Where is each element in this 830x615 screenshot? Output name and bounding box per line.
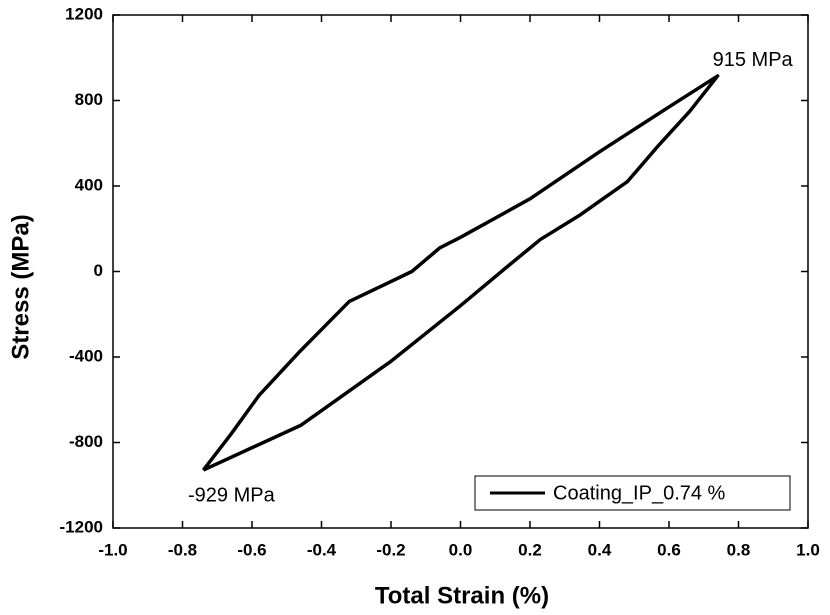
y-tick-label: 400 [75,175,103,194]
legend-label: Coating_IP_0.74 % [553,482,726,504]
y-tick-label: 1200 [65,4,103,23]
y-tick-label: 0 [94,261,103,280]
x-tick-label: 0.6 [657,540,681,559]
x-axis-label: Total Strain (%) [375,582,549,609]
x-tick-label: -1.0 [98,540,127,559]
y-tick-label: -400 [69,346,103,365]
annotation: 915 MPa [713,49,794,71]
x-tick-label: 0.2 [518,540,542,559]
y-tick-label: -800 [69,432,103,451]
x-tick-label: 0.4 [588,540,612,559]
y-axis-label: Stress (MPa) [7,214,34,359]
x-tick-label: 1.0 [796,540,820,559]
x-tick-label: 0.8 [727,540,751,559]
x-tick-label: -0.4 [307,540,337,559]
data-line [201,74,720,472]
x-tick-label: -0.6 [237,540,266,559]
x-tick-label: -0.8 [168,540,197,559]
x-tick-label: -0.2 [376,540,405,559]
annotation: -929 MPa [188,484,276,506]
y-tick-label: -1200 [60,517,103,536]
y-tick-label: 800 [75,90,103,109]
x-tick-label: 0.0 [449,540,473,559]
